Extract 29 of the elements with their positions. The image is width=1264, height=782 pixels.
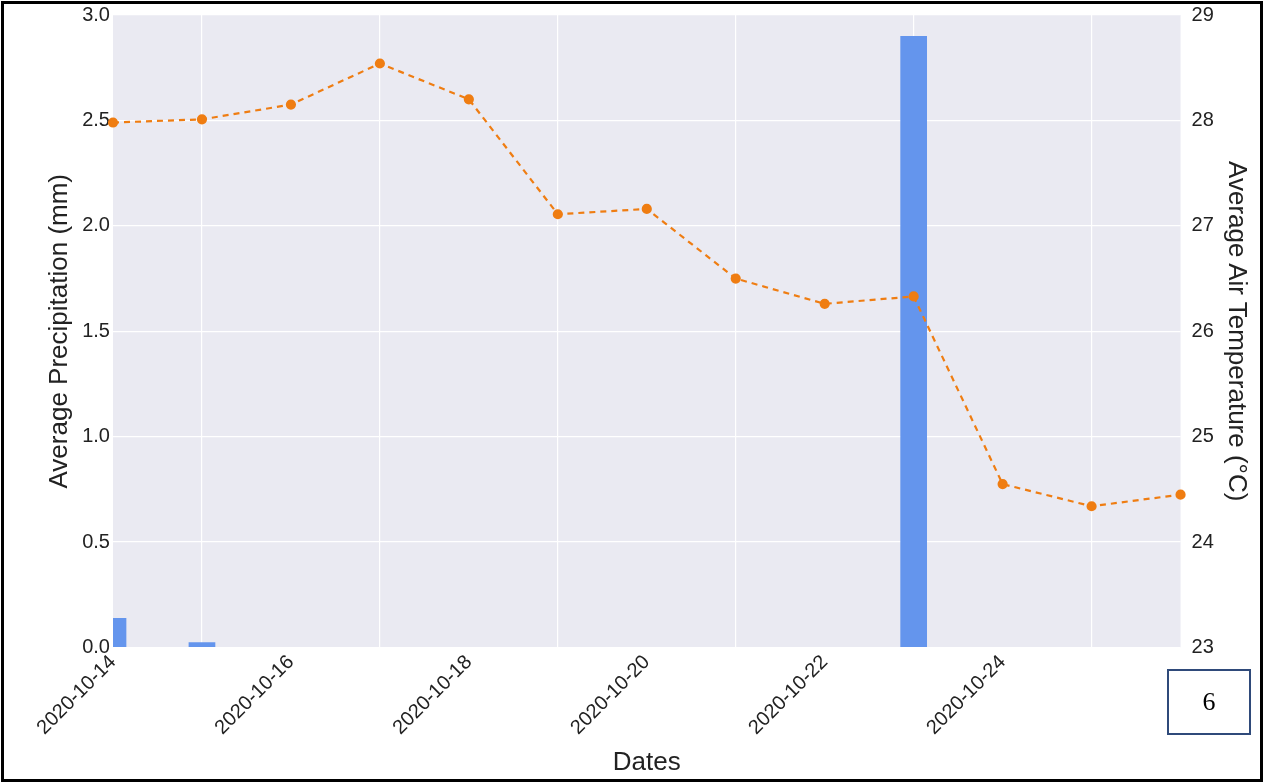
point bbox=[819, 298, 830, 309]
point bbox=[997, 479, 1008, 490]
point bbox=[285, 99, 297, 110]
point bbox=[374, 58, 385, 69]
point bbox=[730, 273, 741, 284]
point bbox=[641, 203, 652, 215]
point bbox=[463, 94, 474, 105]
point bbox=[908, 291, 919, 302]
y2-tick-label: 23 bbox=[1191, 635, 1214, 657]
y-tick-label: 3.0 bbox=[82, 2, 110, 25]
y-tick-label: 1.5 bbox=[82, 318, 110, 341]
point bbox=[196, 114, 208, 125]
y2-tick-label: 28 bbox=[1191, 107, 1214, 130]
y-tick-label: 2.5 bbox=[82, 107, 110, 130]
y-tick-label: 1.0 bbox=[82, 424, 110, 447]
y2-tick-label: 27 bbox=[1191, 213, 1214, 236]
y-tick-label: 2.0 bbox=[82, 213, 110, 236]
y2-tick-label: 25 bbox=[1191, 424, 1214, 447]
x-axis-title: Dates bbox=[612, 745, 681, 776]
point bbox=[552, 209, 563, 220]
y2-tick-label: 24 bbox=[1191, 529, 1214, 552]
y-axis-title: Average Precipitation (mm) bbox=[42, 173, 73, 489]
point bbox=[1086, 501, 1097, 512]
y2-axis-title: Average Air Temperature (°C) bbox=[1223, 161, 1254, 502]
y2-tick-label: 29 bbox=[1191, 2, 1214, 25]
y-tick-label: 0.5 bbox=[82, 529, 110, 552]
point bbox=[1175, 489, 1186, 500]
text: 6 bbox=[1167, 669, 1251, 735]
y2-tick-label: 26 bbox=[1191, 318, 1214, 341]
